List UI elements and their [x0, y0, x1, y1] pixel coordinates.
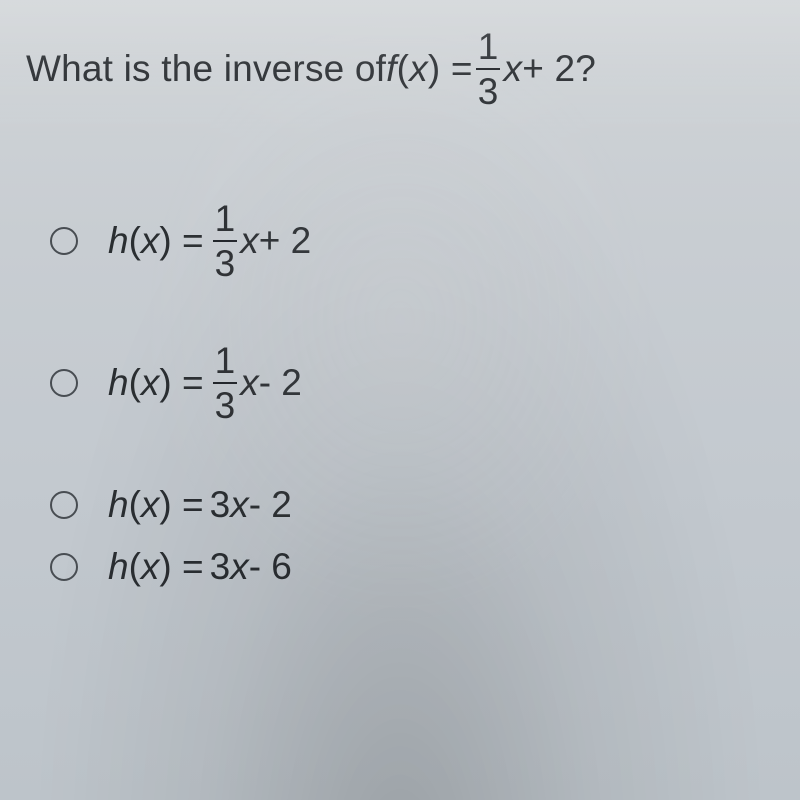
option-a-after-var: x: [240, 220, 259, 262]
option-d-close-paren-eq: ) =: [159, 546, 203, 588]
option-b-frac-den: 3: [213, 385, 238, 424]
option-a-tail: + 2: [259, 220, 311, 262]
option-c-x: x: [141, 484, 160, 526]
option-b-after-var: x: [240, 362, 259, 404]
option-c-close-paren-eq: ) =: [159, 484, 203, 526]
question-close-paren-eq: ) =: [428, 44, 473, 94]
option-a-frac-bar: [213, 240, 238, 242]
option-c-tail: - 2: [249, 484, 292, 526]
option-d-after-var: x: [230, 546, 249, 588]
option-d[interactable]: h ( x ) = 3 x - 6: [50, 546, 770, 588]
question-frac-num: 1: [476, 28, 501, 67]
radio-icon[interactable]: [50, 491, 78, 519]
option-d-coeff: 3: [210, 546, 231, 588]
option-d-expression: h ( x ) = 3 x - 6: [108, 546, 292, 588]
option-c[interactable]: h ( x ) = 3 x - 2: [50, 484, 770, 526]
option-b[interactable]: h ( x ) = 1 3 x - 2: [50, 342, 770, 424]
option-a-frac-den: 3: [213, 243, 238, 282]
option-b-open-paren: (: [129, 362, 141, 404]
question-tail: + 2?: [522, 44, 596, 94]
option-a-x: x: [141, 220, 160, 262]
option-a-frac-num: 1: [213, 200, 238, 239]
option-a[interactable]: h ( x ) = 1 3 x + 2: [50, 200, 770, 282]
question-open-paren: (: [397, 44, 410, 94]
question-frac-bar: [476, 68, 501, 70]
option-d-open-paren: (: [129, 546, 141, 588]
option-c-after-var: x: [230, 484, 249, 526]
question-after-frac-var: x: [503, 44, 522, 94]
option-b-fraction: 1 3: [213, 342, 238, 424]
question-func-name: f: [386, 44, 396, 94]
option-d-tail: - 6: [249, 546, 292, 588]
option-a-close-paren-eq: ) =: [159, 220, 203, 262]
option-a-open-paren: (: [129, 220, 141, 262]
radio-icon[interactable]: [50, 553, 78, 581]
option-b-h: h: [108, 362, 129, 404]
option-d-h: h: [108, 546, 129, 588]
option-a-h: h: [108, 220, 129, 262]
option-d-x: x: [141, 546, 160, 588]
radio-icon[interactable]: [50, 369, 78, 397]
option-a-expression: h ( x ) = 1 3 x + 2: [108, 200, 311, 282]
option-b-frac-bar: [213, 382, 238, 384]
option-b-frac-num: 1: [213, 342, 238, 381]
question-prefix: What is the inverse of: [26, 44, 386, 94]
options-group: h ( x ) = 1 3 x + 2 h ( x ) =: [26, 200, 770, 588]
option-c-open-paren: (: [129, 484, 141, 526]
radio-icon[interactable]: [50, 227, 78, 255]
option-b-expression: h ( x ) = 1 3 x - 2: [108, 342, 302, 424]
question-var: x: [409, 44, 428, 94]
question-fraction: 1 3: [476, 28, 501, 110]
question-card: What is the inverse of f ( x ) = 1 3 x +…: [0, 0, 800, 588]
option-a-fraction: 1 3: [213, 200, 238, 282]
option-c-h: h: [108, 484, 129, 526]
option-c-expression: h ( x ) = 3 x - 2: [108, 484, 292, 526]
question-frac-den: 3: [476, 71, 501, 110]
option-b-tail: - 2: [259, 362, 302, 404]
option-b-close-paren-eq: ) =: [159, 362, 203, 404]
option-b-x: x: [141, 362, 160, 404]
question-text: What is the inverse of f ( x ) = 1 3 x +…: [26, 28, 770, 110]
option-c-coeff: 3: [210, 484, 231, 526]
